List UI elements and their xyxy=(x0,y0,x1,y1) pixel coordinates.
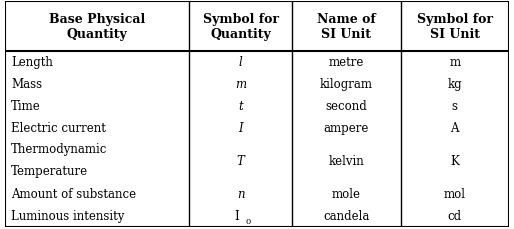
Text: I: I xyxy=(238,122,243,135)
Text: t: t xyxy=(238,100,243,113)
Text: Luminous intensity: Luminous intensity xyxy=(11,209,124,222)
Text: ampere: ampere xyxy=(324,122,369,135)
Text: A: A xyxy=(450,122,459,135)
Text: m: m xyxy=(235,78,246,91)
Text: Name of
SI Unit: Name of SI Unit xyxy=(317,13,376,41)
Text: Thermodynamic: Thermodynamic xyxy=(11,143,107,155)
Text: m: m xyxy=(449,56,460,69)
Text: s: s xyxy=(452,100,457,113)
Text: kg: kg xyxy=(447,78,462,91)
Text: T: T xyxy=(236,155,245,168)
Text: kilogram: kilogram xyxy=(320,78,373,91)
Text: Temperature: Temperature xyxy=(11,164,88,177)
Text: Symbol for
Quantity: Symbol for Quantity xyxy=(203,13,279,41)
Text: metre: metre xyxy=(329,56,364,69)
Text: K: K xyxy=(450,155,459,168)
Text: kelvin: kelvin xyxy=(328,155,364,168)
Text: candela: candela xyxy=(323,209,370,222)
Text: Amount of substance: Amount of substance xyxy=(11,187,136,200)
Text: Symbol for
SI Unit: Symbol for SI Unit xyxy=(417,13,493,41)
Text: l: l xyxy=(239,56,243,69)
Text: second: second xyxy=(325,100,368,113)
Text: mol: mol xyxy=(444,187,466,200)
Text: n: n xyxy=(237,187,245,200)
Text: Base Physical
Quantity: Base Physical Quantity xyxy=(49,13,145,41)
Text: Length: Length xyxy=(11,56,53,69)
Text: Electric current: Electric current xyxy=(11,122,106,135)
Text: mole: mole xyxy=(332,187,361,200)
Text: Mass: Mass xyxy=(11,78,42,91)
Text: Time: Time xyxy=(11,100,41,113)
Text: 0: 0 xyxy=(245,217,250,225)
Text: I: I xyxy=(234,209,239,222)
Text: cd: cd xyxy=(448,209,462,222)
